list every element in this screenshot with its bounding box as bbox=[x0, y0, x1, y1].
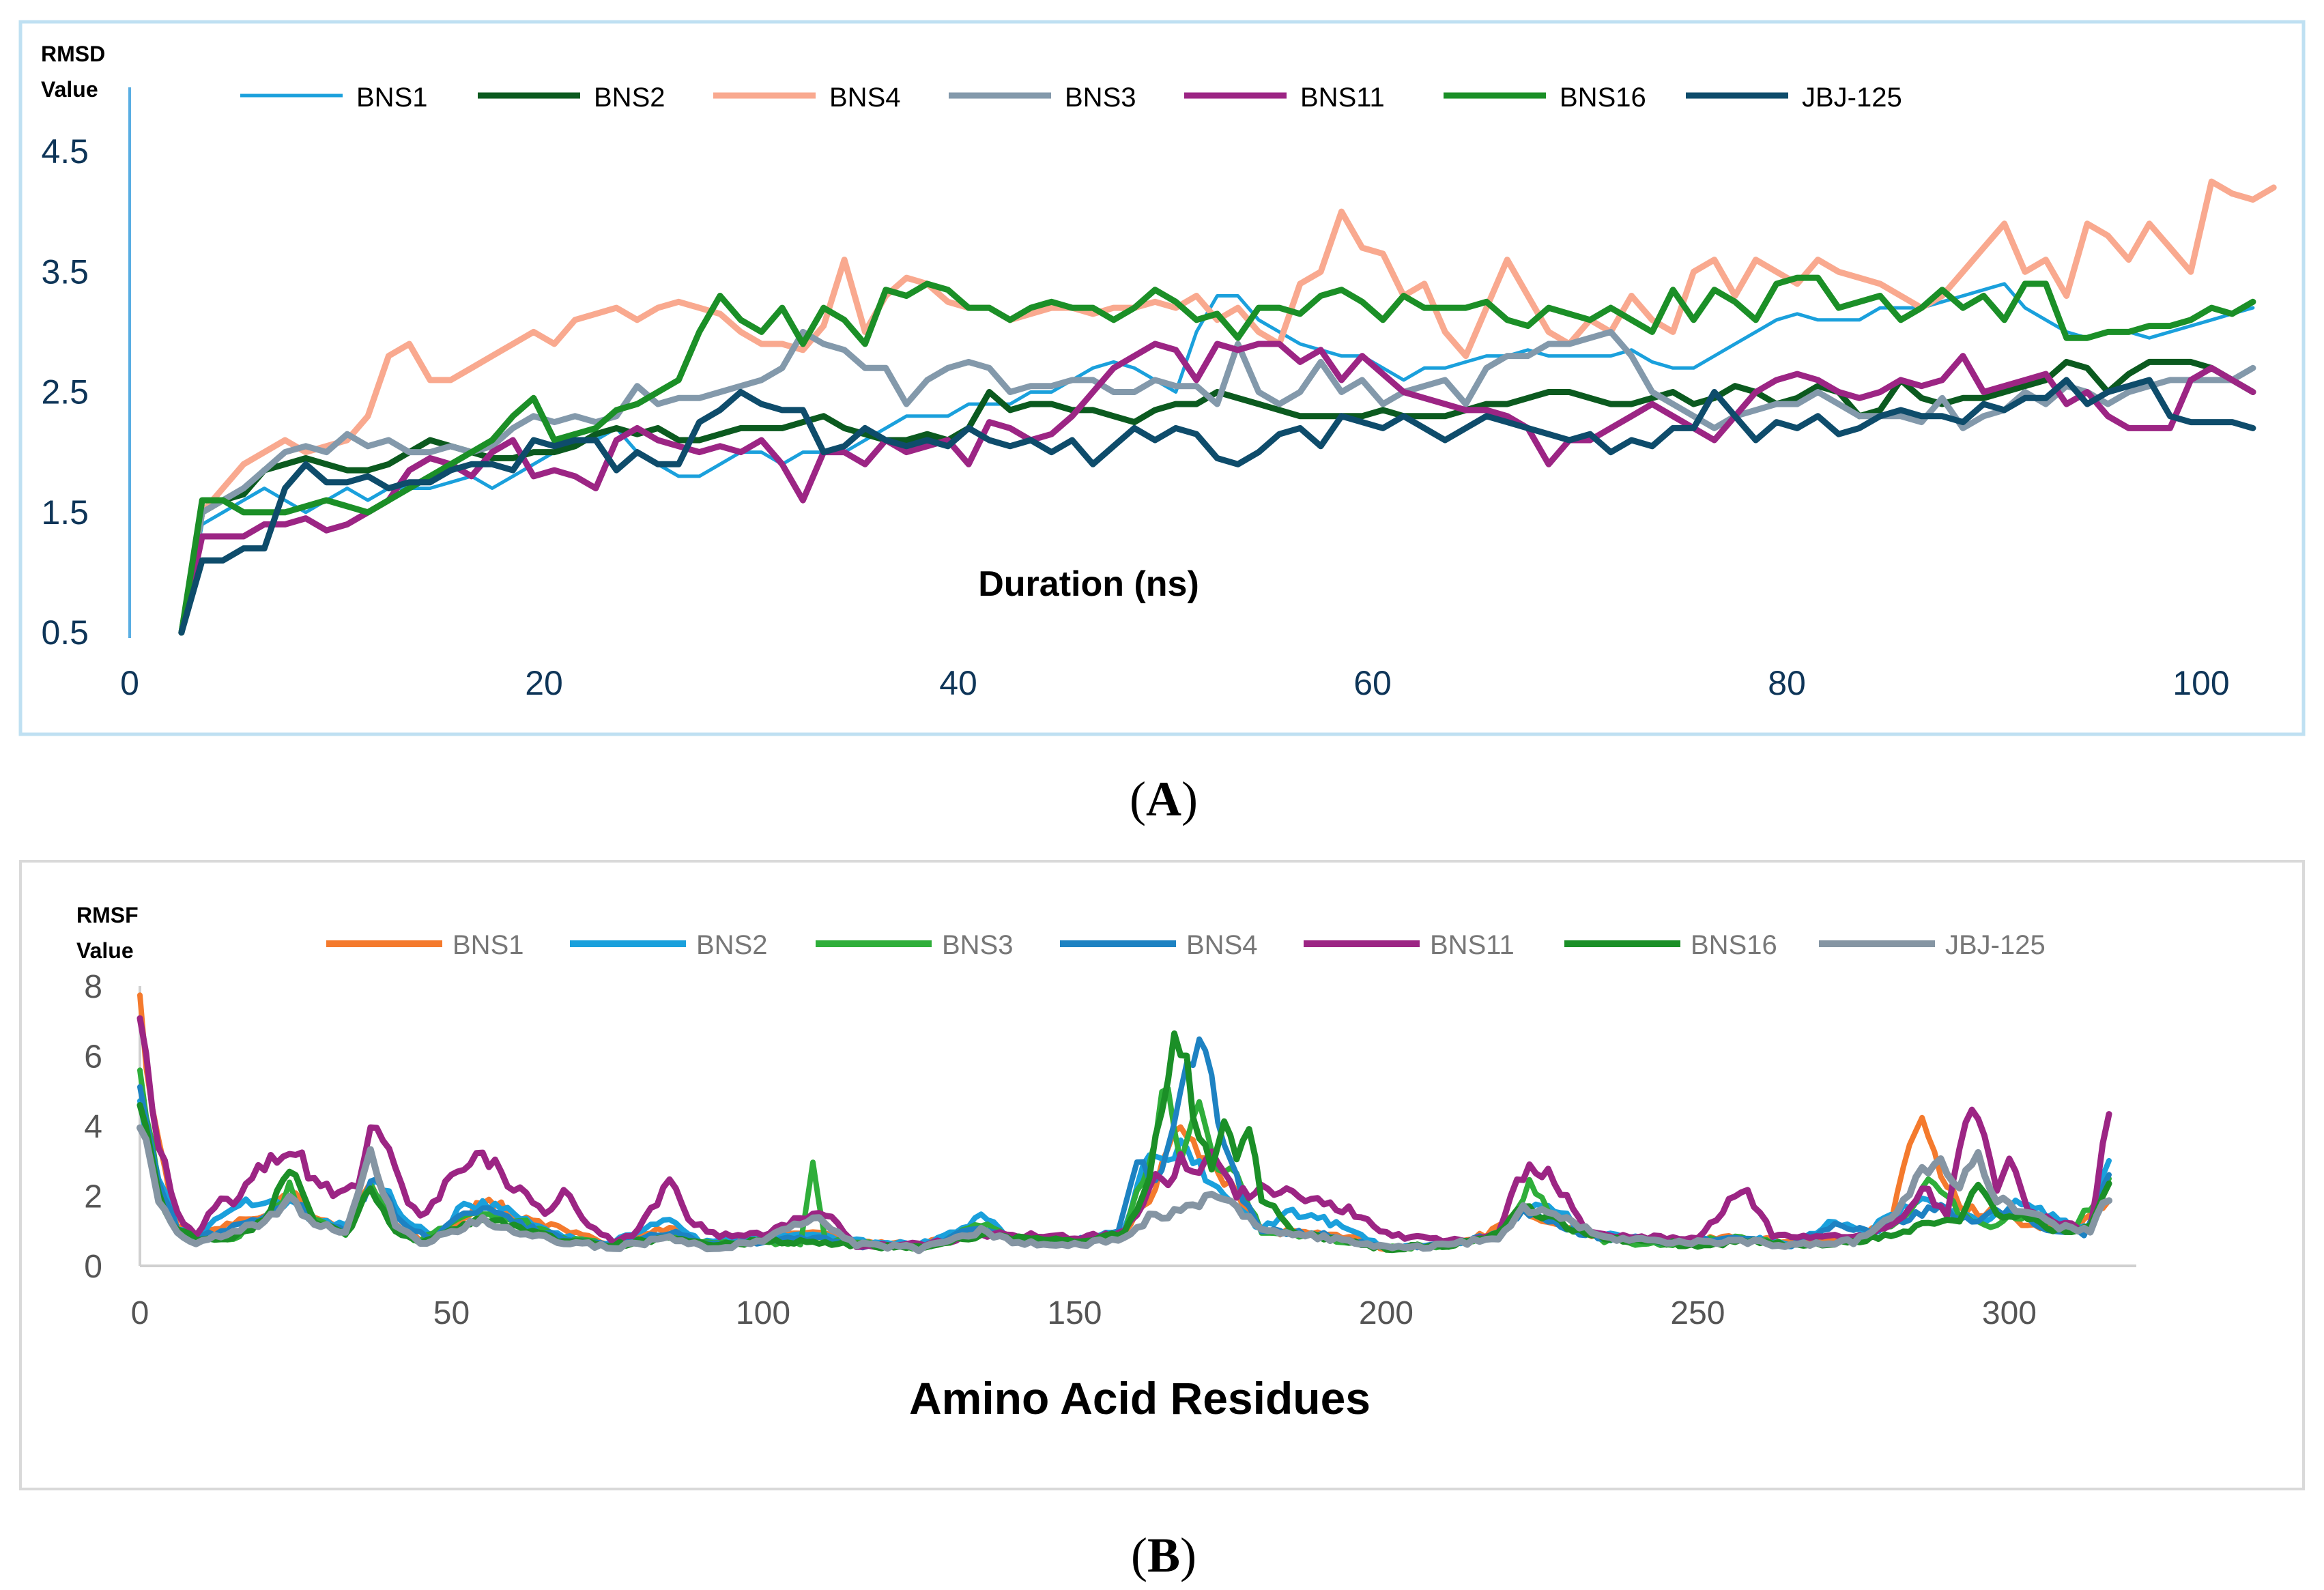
chart-a-series bbox=[178, 178, 2277, 636]
chart-a-frame bbox=[18, 20, 2306, 736]
chart-a-ytick-label: 4.5 bbox=[41, 132, 89, 171]
chart-b-ytick-label: 2 bbox=[84, 1179, 102, 1215]
chart-a-ylabel-line1: RMSD bbox=[41, 42, 105, 66]
chart-b-xtick-label: 0 bbox=[131, 1295, 149, 1331]
chart-a-xlabel: Duration (ns) bbox=[978, 564, 1199, 604]
chart-b-xtick-label: 200 bbox=[1359, 1295, 1414, 1331]
legend-label-bns16: BNS16 bbox=[1560, 83, 1646, 113]
legend-label-bns2: BNS2 bbox=[594, 83, 665, 113]
chart-a-legend: BNS1 BNS2 BNS4 BNS3 BNS11 BNS16 JBJ-125 bbox=[240, 83, 1902, 113]
chart-a-xtick-label: 40 bbox=[939, 664, 977, 702]
legend-label-bns1: BNS1 bbox=[453, 930, 524, 960]
chart-a-ytick-label: 1.5 bbox=[41, 493, 89, 532]
chart-a-xtick-label: 100 bbox=[2172, 664, 2229, 702]
chart-a-ytick-label: 3.5 bbox=[41, 252, 89, 291]
rmsd-chart: RMSD Value 0.51.52.53.54.5 0 20 40 60 80 100 … bbox=[18, 20, 2306, 736]
chart-a-xtick-label: 80 bbox=[1768, 664, 1806, 702]
legend-label-bns11: BNS11 bbox=[1300, 83, 1385, 113]
series-line-bns3 bbox=[178, 328, 2256, 636]
chart-b-ytick-label: 4 bbox=[84, 1109, 102, 1145]
legend-label-bns11: BNS11 bbox=[1430, 930, 1515, 960]
series-line-bns16 bbox=[178, 274, 2256, 636]
chart-b-x-ticks: 0 50 100 150 200 250 300 bbox=[131, 1295, 2037, 1331]
chart-b-xlabel: Amino Acid Residues bbox=[909, 1373, 1371, 1423]
panel-label-b: (B) bbox=[1131, 1528, 1196, 1582]
legend-label-bns2: BNS2 bbox=[696, 930, 768, 960]
chart-b-series bbox=[137, 992, 2112, 1254]
legend-label-bns3: BNS3 bbox=[942, 930, 1014, 960]
chart-a-xtick-label: 0 bbox=[120, 664, 139, 702]
legend-label-bns4: BNS4 bbox=[1186, 930, 1258, 960]
series-line-jbj-125 bbox=[137, 1124, 2112, 1254]
chart-a-xtick-label: 60 bbox=[1353, 664, 1392, 702]
chart-a-xtick-label: 20 bbox=[525, 664, 563, 702]
legend-label-bns16: BNS16 bbox=[1691, 930, 1777, 960]
legend-label-jbj-125: JBJ-125 bbox=[1945, 930, 2046, 960]
chart-b-legend: BNS1 BNS2 BNS3 BNS4 BNS11 BNS16 JBJ-125 bbox=[326, 930, 2046, 960]
chart-b-ylabel-line1: RMSF bbox=[76, 903, 139, 927]
chart-a-x-ticks: 0 20 40 60 80 100 bbox=[120, 664, 2230, 702]
legend-label-bns3: BNS3 bbox=[1065, 83, 1136, 113]
panel-label-a: (A) bbox=[1130, 772, 1198, 826]
chart-b-xtick-label: 50 bbox=[433, 1295, 470, 1331]
chart-b-xtick-label: 300 bbox=[1982, 1295, 2037, 1331]
chart-b-ytick-label: 6 bbox=[84, 1039, 102, 1075]
chart-b-xtick-label: 100 bbox=[736, 1295, 790, 1331]
chart-b-ylabel-line2: Value bbox=[76, 938, 134, 963]
chart-b-xtick-label: 250 bbox=[1670, 1295, 1725, 1331]
chart-a-ytick-label: 2.5 bbox=[41, 373, 89, 411]
chart-a-y-ticks: 0.5 1.5 2.5 3.5 4.5 bbox=[41, 132, 89, 652]
series-line-jbj-125 bbox=[178, 377, 2256, 636]
legend-label-bns1: BNS1 bbox=[356, 83, 428, 113]
chart-a-ytick-label: 0.5 bbox=[41, 613, 89, 652]
series-line-bns11 bbox=[178, 341, 2256, 636]
chart-a-ylabel-line2: Value bbox=[41, 77, 98, 102]
chart-b-ytick-label: 0 bbox=[84, 1249, 102, 1285]
chart-b-ytick-label: 8 bbox=[84, 969, 102, 1005]
legend-label-bns4: BNS4 bbox=[829, 83, 901, 113]
legend-label-jbj-125: JBJ-125 bbox=[1802, 83, 1902, 113]
chart-b-xtick-label: 150 bbox=[1047, 1295, 1102, 1331]
chart-b-y-ticks: 0 2 4 6 8 bbox=[84, 969, 102, 1285]
